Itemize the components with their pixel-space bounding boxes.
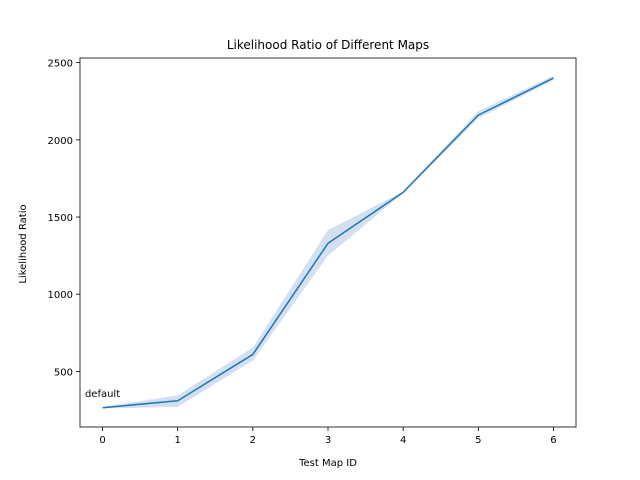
x-axis: 0 1 2 3 4 5 6 [99, 427, 557, 446]
annotation-label: default [85, 389, 120, 400]
x-tick-label: 1 [175, 435, 181, 446]
confidence-band [102, 75, 554, 409]
series-line [102, 77, 554, 409]
x-tick-label: 3 [325, 435, 331, 446]
y-tick-label: 1500 [48, 213, 73, 224]
y-tick-label: 1000 [48, 290, 73, 301]
annotations: default [85, 389, 120, 400]
y-axis: 500 1000 1500 2000 2500 [48, 59, 80, 378]
x-tick-label: 0 [99, 435, 105, 446]
x-tick-label: 5 [475, 435, 481, 446]
x-tick-label: 2 [250, 435, 256, 446]
y-tick-label: 2500 [48, 59, 73, 70]
x-tick-label: 6 [550, 435, 556, 446]
y-tick-label: 2000 [48, 136, 73, 147]
x-tick-label: 4 [400, 435, 406, 446]
plot-area [102, 75, 554, 409]
y-axis-label: Likelihood Ratio [18, 204, 29, 283]
x-axis-label: Test Map ID [298, 458, 357, 469]
y-tick-label: 500 [54, 367, 73, 378]
chart-title: Likelihood Ratio of Different Maps [227, 38, 429, 52]
